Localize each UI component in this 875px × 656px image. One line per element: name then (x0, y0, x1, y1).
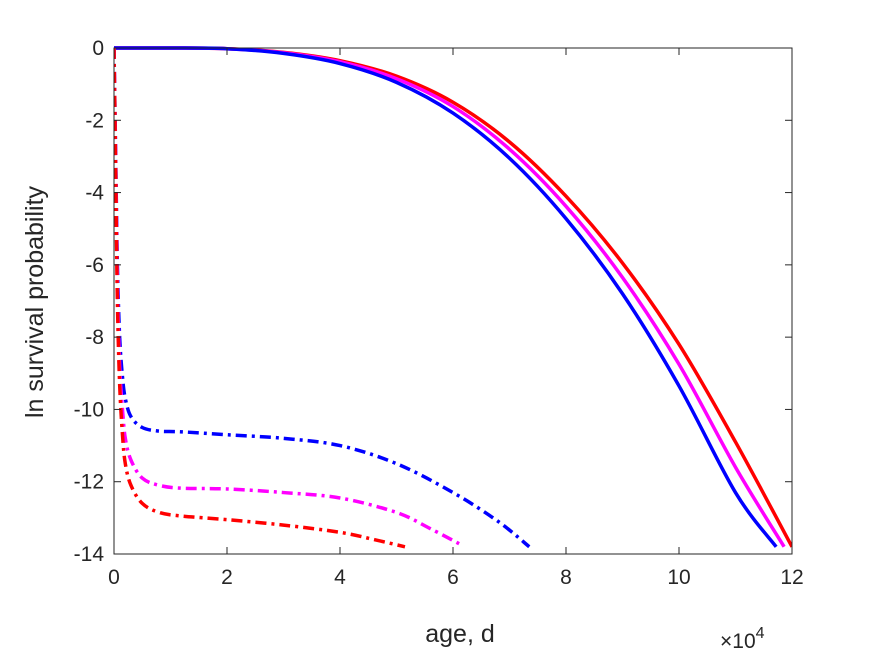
x-axis-multiplier: ×104 (720, 625, 765, 653)
axes: 0 2 4 6 8 10 12 0 -2 -4 -6 -8 -10 -12 -14 (74, 37, 804, 589)
x-tick-label: 0 (108, 566, 120, 589)
x-tick-label: 8 (560, 566, 572, 589)
x-axis-multiplier-exponent: 4 (756, 625, 765, 642)
y-tick-label: -10 (74, 398, 104, 421)
series-line-6-dashdot (114, 47, 406, 549)
y-tick-label: -2 (85, 109, 104, 132)
y-tick-label: -6 (85, 254, 104, 277)
y-tick-label: -12 (74, 471, 104, 494)
y-axis-label: ln survival probability (21, 185, 49, 418)
x-tick-label: 2 (221, 566, 233, 589)
y-tick-label: -14 (74, 543, 105, 566)
plot-area (114, 46, 792, 549)
series-line-3-solid (114, 46, 778, 548)
x-axis-label: age, d (425, 620, 495, 648)
x-tick-label: 4 (334, 566, 346, 589)
x-axis-multiplier-base: ×10 (720, 630, 756, 653)
y-tick-label: -4 (85, 182, 104, 205)
y-tick-label: -8 (85, 326, 104, 349)
x-tick-label: 6 (447, 566, 459, 589)
x-tick-label: 10 (667, 566, 690, 589)
x-tick-label: 12 (780, 566, 803, 589)
y-tick-label: 0 (92, 37, 104, 60)
